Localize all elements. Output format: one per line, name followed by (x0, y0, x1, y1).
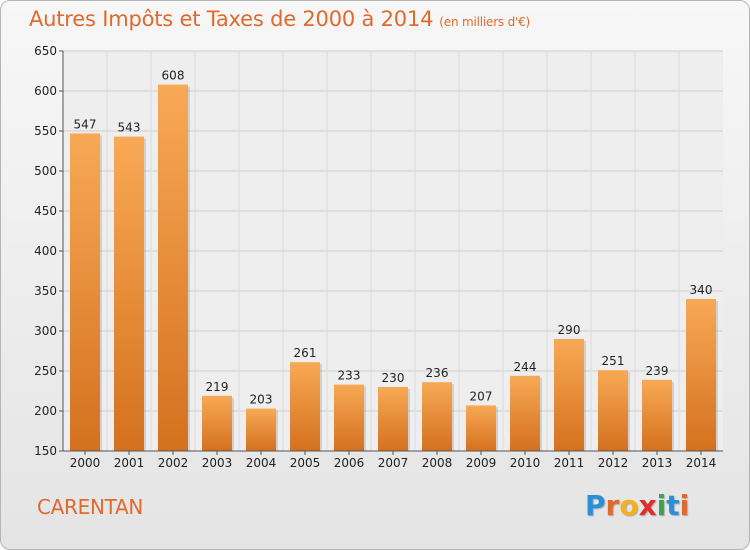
bar (466, 405, 496, 451)
x-tick-label: 2006 (334, 456, 365, 470)
x-tick-label: 2001 (114, 456, 145, 470)
axes: 150 200 250 300 350 400 450 500 550 600 650 2000 200… (34, 44, 723, 470)
bar (554, 339, 584, 451)
x-tick-label: 2012 (598, 456, 629, 470)
bar (422, 382, 452, 451)
bar (202, 395, 232, 451)
bar (378, 387, 408, 451)
y-tick-label: 150 (34, 444, 57, 458)
bar-value-label: 230 (382, 371, 405, 385)
x-tick-label: 2007 (378, 456, 409, 470)
y-tick-label: 200 (34, 404, 57, 418)
logo-letter: i (679, 489, 690, 522)
logo-letter: x (638, 489, 657, 522)
bar (114, 136, 144, 451)
x-tick-label: 2003 (202, 456, 233, 470)
bar (158, 84, 188, 451)
bar-value-label: 219 (206, 380, 229, 394)
bar (290, 362, 320, 451)
logo-letter: t (666, 489, 680, 522)
bar (510, 375, 540, 451)
bar (686, 299, 716, 451)
bar (70, 133, 100, 451)
bar-value-label: 543 (118, 121, 141, 135)
place-name: CARENTAN (37, 495, 144, 519)
y-tick-label: 400 (34, 244, 57, 258)
x-tick-label: 2014 (686, 456, 717, 470)
x-tick-label: 2010 (510, 456, 541, 470)
logo-letter: o (619, 489, 639, 522)
bar-value-label: 203 (250, 393, 273, 407)
bar-value-label: 251 (602, 354, 625, 368)
y-tick-label: 600 (34, 84, 57, 98)
x-tick-label: 2011 (554, 456, 585, 470)
chart-unit: (en milliers d'€) (439, 15, 531, 29)
y-tick-label: 500 (34, 164, 57, 178)
bars: 547 543 608 219 203 261 233 230 236 207 244 290 251 2… (70, 69, 718, 451)
bar-value-label: 547 (74, 117, 97, 131)
x-tick-label: 2002 (158, 456, 189, 470)
bar (598, 370, 628, 451)
bar-value-label: 239 (646, 364, 669, 378)
y-tick-label: 300 (34, 324, 57, 338)
bar-value-label: 244 (514, 360, 537, 374)
logo-letter: r (605, 489, 620, 522)
logo-letter: i (656, 489, 667, 522)
bar-value-label: 207 (470, 389, 493, 403)
bar (246, 408, 276, 451)
bar-value-label: 236 (426, 366, 449, 380)
bar-value-label: 233 (338, 369, 361, 383)
bar-value-label: 608 (162, 69, 185, 83)
bar (334, 384, 364, 451)
x-tick-label: 2008 (422, 456, 453, 470)
chart-title-text: Autres Impôts et Taxes de 2000 à 2014 (29, 7, 434, 31)
y-tick-label: 550 (34, 124, 57, 138)
proxiti-logo: Proxiti (585, 489, 689, 522)
x-tick-label: 2009 (466, 456, 497, 470)
bar-value-label: 261 (294, 346, 317, 360)
y-tick-label: 350 (34, 284, 57, 298)
chart-title: Autres Impôts et Taxes de 2000 à 2014 (en… (29, 7, 530, 31)
y-tick-label: 450 (34, 204, 57, 218)
bar-value-label: 290 (558, 323, 581, 337)
y-tick-label: 250 (34, 364, 57, 378)
x-tick-label: 2005 (290, 456, 321, 470)
x-tick-label: 2013 (642, 456, 673, 470)
bar-value-label: 340 (690, 283, 713, 297)
x-tick-label: 2004 (246, 456, 277, 470)
x-tick-label: 2000 (70, 456, 101, 470)
bar (642, 379, 672, 451)
logo-letter: P (585, 489, 606, 522)
y-tick-label: 650 (34, 44, 57, 58)
